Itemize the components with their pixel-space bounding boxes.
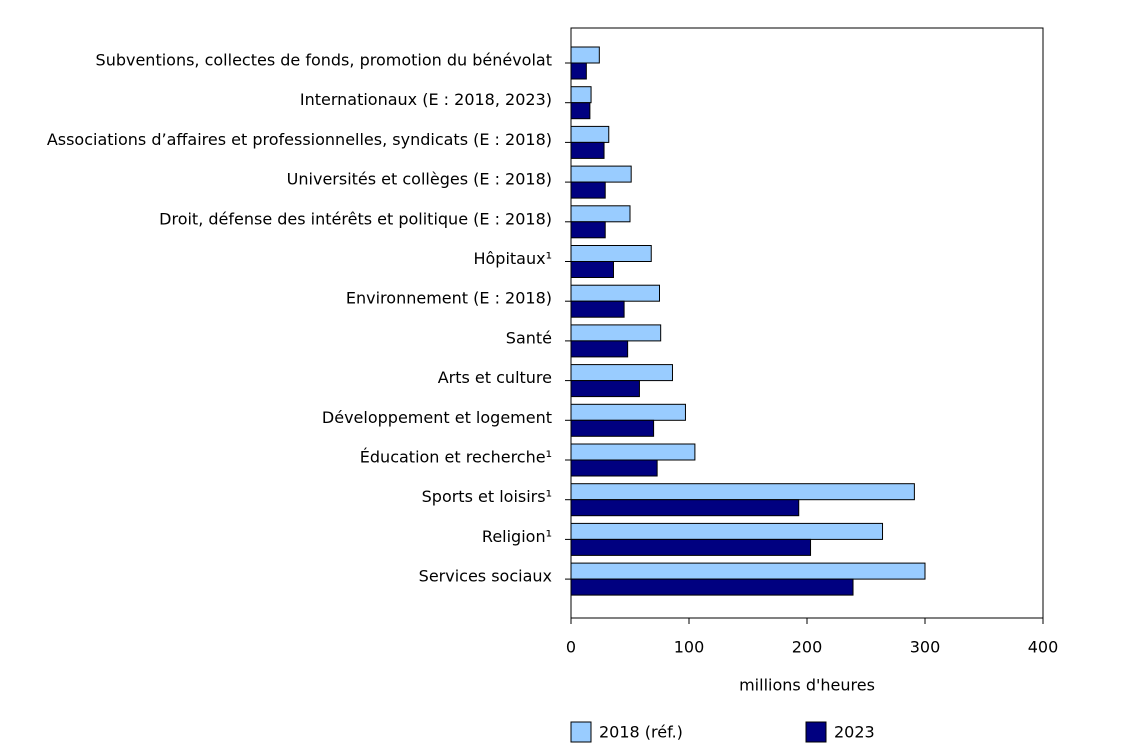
bar xyxy=(570,181,606,199)
bar xyxy=(570,102,591,120)
bar xyxy=(570,300,625,318)
y-tick-label: Développement et logement xyxy=(322,408,552,427)
bar xyxy=(570,499,800,517)
legend-label: 2018 (réf.) xyxy=(599,723,683,742)
bar xyxy=(570,284,660,302)
y-tick-label: Associations d’affaires et professionnel… xyxy=(47,130,552,149)
bar xyxy=(570,46,600,64)
bar xyxy=(570,403,686,421)
x-tick-label: 0 xyxy=(566,638,576,657)
bar xyxy=(570,538,812,556)
bar xyxy=(570,578,854,596)
bar xyxy=(570,261,614,278)
bar xyxy=(570,165,632,183)
bar xyxy=(570,522,884,540)
bar xyxy=(570,141,605,159)
bar xyxy=(570,340,629,358)
bar xyxy=(570,364,673,382)
x-tick-label: 300 xyxy=(910,638,941,657)
y-tick-label: Religion¹ xyxy=(482,527,552,546)
x-tick-label: 200 xyxy=(792,638,823,657)
bar xyxy=(570,62,587,80)
bar xyxy=(570,562,926,580)
bar xyxy=(570,419,655,437)
y-tick-label: Arts et culture xyxy=(438,368,552,387)
y-tick-label: Services sociaux xyxy=(419,567,552,586)
bar xyxy=(570,221,606,239)
legend-label: 2023 xyxy=(834,723,875,742)
y-tick-label: Droit, défense des intérêts et politique… xyxy=(159,209,552,228)
bar xyxy=(570,459,658,477)
bar xyxy=(570,324,662,342)
y-tick-label: Internationaux (E : 2018, 2023) xyxy=(300,90,552,109)
y-tick-label: Universités et collèges (E : 2018) xyxy=(287,170,552,189)
bar xyxy=(570,125,610,143)
bar xyxy=(570,245,652,262)
y-tick-label: Hôpitaux¹ xyxy=(473,249,552,268)
x-tick-label: 100 xyxy=(674,638,705,657)
y-tick-label: Sports et loisirs¹ xyxy=(422,487,552,506)
x-axis-label: millions d'heures xyxy=(739,676,875,695)
y-tick-label: Environnement (E : 2018) xyxy=(346,289,552,308)
legend-swatch xyxy=(805,721,827,743)
legend-swatch xyxy=(570,721,592,743)
bar xyxy=(570,443,696,461)
y-tick-label: Éducation et recherche¹ xyxy=(360,448,552,467)
bar xyxy=(570,380,640,398)
y-tick-label: Subventions, collectes de fonds, promoti… xyxy=(96,51,552,70)
x-tick-label: 400 xyxy=(1028,638,1059,657)
bar xyxy=(570,205,631,223)
bar xyxy=(570,86,592,104)
bar xyxy=(570,483,915,501)
y-tick-label: Santé xyxy=(506,328,552,347)
